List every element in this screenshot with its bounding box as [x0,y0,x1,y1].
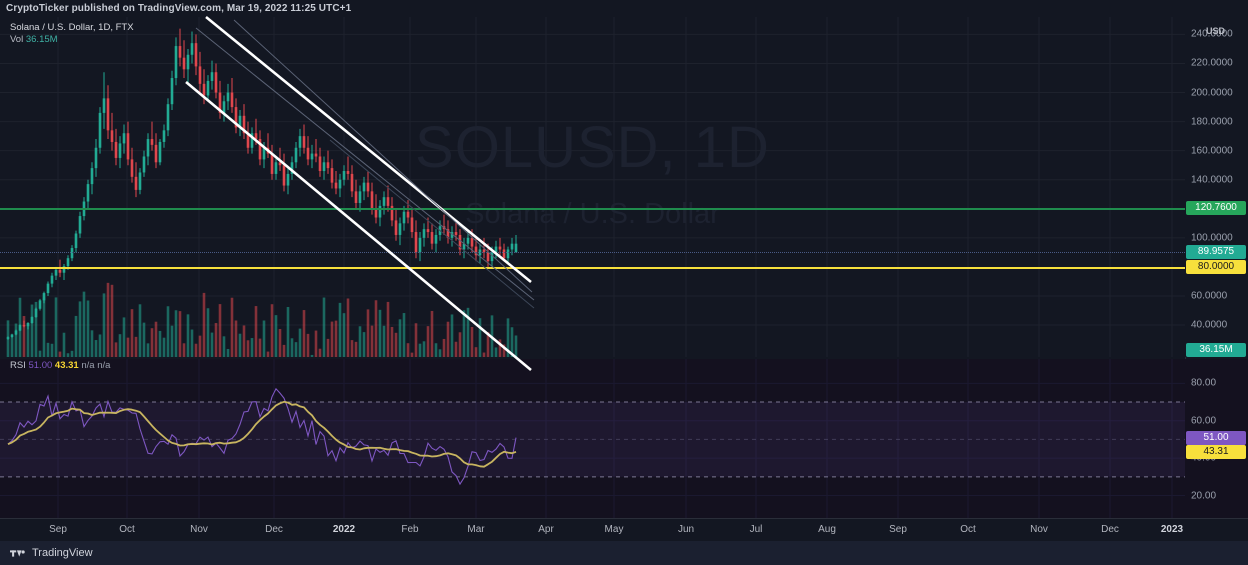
tradingview-logo[interactable]: TradingView [10,547,93,559]
price-axis-tick: 40.0000 [1191,319,1228,331]
time-axis-tick: Apr [538,524,554,535]
time-axis-tick: 2022 [332,524,356,535]
price-chart-pane[interactable] [0,17,1185,357]
price-axis-tick: 240.0000 [1191,28,1233,40]
publisher-text: CryptoTicker published on TradingView.co… [6,3,352,14]
time-axis-tick: Dec [1101,524,1119,535]
time-axis-tick: Jun [677,524,695,535]
publisher-bar: CryptoTicker published on TradingView.co… [0,0,1248,17]
rsi-axis-tick: 80.00 [1191,377,1217,389]
rsi-value-badge[interactable]: 51.00 [1186,430,1246,445]
time-axis-tick: Mar [467,524,485,535]
support-level-badge[interactable]: 80.0000 [1186,259,1246,274]
rsi-axis-tick: 20.00 [1191,490,1217,502]
price-axis-tick: 220.0000 [1191,57,1233,69]
price-axis-tick: 60.0000 [1191,290,1228,302]
time-axis-tick: Aug [818,524,836,535]
price-axis-tick: 180.0000 [1191,116,1233,128]
rsi-moving-average-line [7,400,517,468]
support-line[interactable] [0,266,1185,269]
rsi-indicator-pane[interactable] [0,359,1185,518]
time-axis-tick: Nov [1030,524,1048,535]
footer-bar: TradingView [0,541,1248,565]
price-axis-tick: 200.0000 [1191,87,1233,99]
time-axis-tick: Sep [49,524,67,535]
resistance-line[interactable] [0,207,1185,210]
price-axis-tick: 100.0000 [1191,232,1233,244]
tradingview-logo-icon [10,549,25,557]
volume-badge[interactable]: 36.15M [1186,343,1246,357]
time-axis-tick: Nov [190,524,208,535]
last-price-badge[interactable]: 89.9575 [1186,245,1246,260]
time-axis-tick: 2023 [1160,524,1184,535]
rsi-axis-tick: 60.00 [1191,415,1217,427]
price-axis-tick: 140.0000 [1191,174,1233,186]
price-axis[interactable]: 240.0000 220.0000 200.0000 180.0000 160.0000… [1185,17,1248,357]
time-axis-tick: Feb [401,524,419,535]
time-axis[interactable]: Sep Oct Nov Dec 2022 Feb Mar Apr May Jun Jul Aug Sep… [0,518,1248,541]
price-axis-currency-label: USD [1206,26,1226,37]
time-axis-tick: Jul [749,524,763,535]
last-price-dotted-line[interactable] [0,252,1185,254]
tradingview-brand-text: TradingView [32,547,93,559]
time-axis-tick: Oct [960,524,976,535]
time-axis-tick: Sep [889,524,907,535]
time-axis-tick: Dec [265,524,283,535]
time-axis-tick: Oct [119,524,135,535]
price-axis-tick: 160.0000 [1191,145,1233,157]
rsi-chart-canvas [0,359,1185,518]
volume-bars [6,282,518,357]
price-chart-canvas [0,17,1185,357]
time-axis-tick: May [604,524,624,535]
resistance-level-badge[interactable]: 120.7600 [1186,200,1246,215]
rsi-ma-value-badge[interactable]: 43.31 [1186,444,1246,459]
